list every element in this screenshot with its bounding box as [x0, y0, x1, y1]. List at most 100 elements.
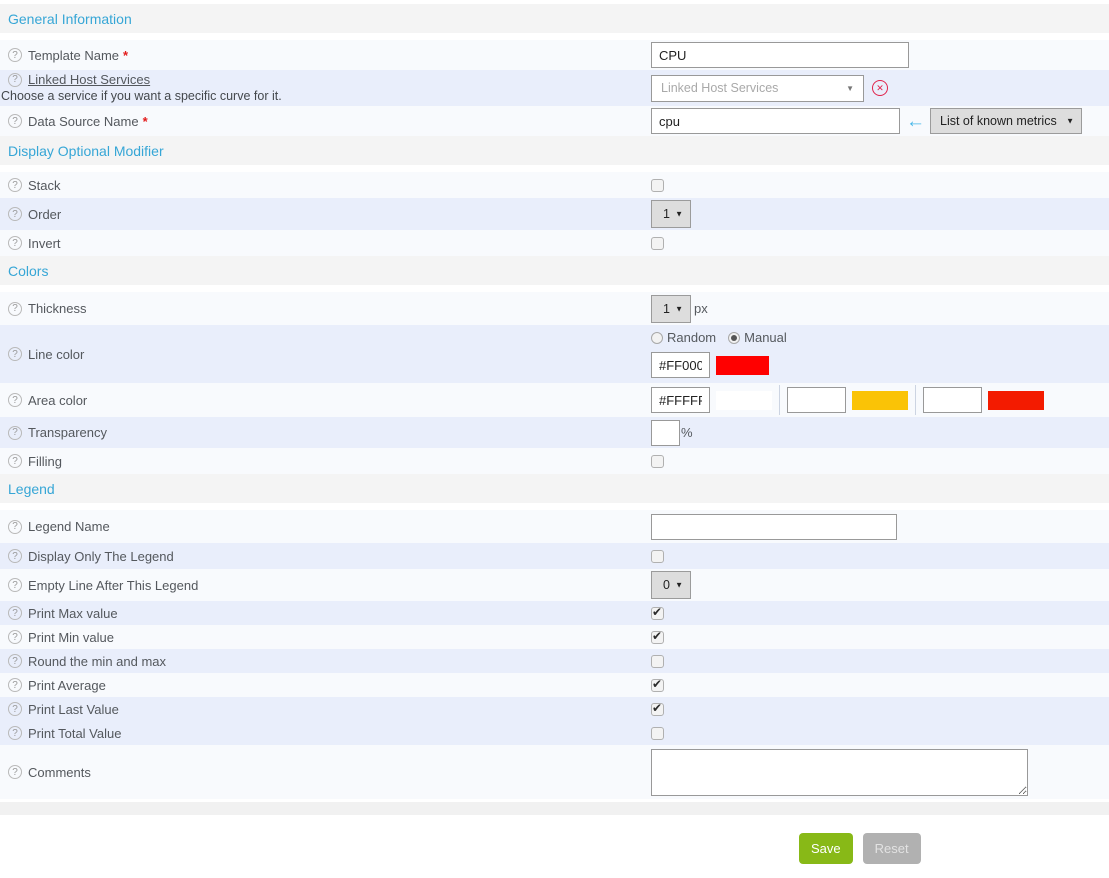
- transparency-input[interactable]: [651, 419, 680, 446]
- field-row-round-min-max: Round the min and max: [0, 649, 1109, 673]
- section-display-optional-modifier: Display Optional Modifier: [0, 136, 1109, 165]
- section-title: Colors: [8, 263, 49, 279]
- stack-checkbox[interactable]: [651, 178, 664, 192]
- data-source-name-input[interactable]: [651, 108, 900, 134]
- field-row-linked-host-services: Linked Host Services Choose a service if…: [0, 70, 1109, 106]
- invert-checkbox[interactable]: [651, 236, 664, 250]
- print-average-checkbox[interactable]: [651, 677, 664, 692]
- area-color-warning-hex-input[interactable]: [787, 387, 846, 413]
- order-select[interactable]: 1: [651, 200, 691, 228]
- comments-textarea[interactable]: [651, 748, 1028, 796]
- field-label: Data Source Name: [28, 113, 139, 129]
- filling-checkbox[interactable]: [651, 454, 664, 468]
- field-row-line-color: Line color Random Manual: [0, 325, 1109, 383]
- field-label: Print Last Value: [28, 701, 119, 717]
- template-name-input[interactable]: [651, 42, 909, 68]
- help-icon[interactable]: [8, 654, 22, 668]
- line-color-manual-radio[interactable]: [728, 331, 741, 344]
- field-label: Order: [28, 206, 62, 222]
- help-icon[interactable]: [8, 347, 22, 361]
- apply-metric-arrow-icon[interactable]: ←: [906, 110, 925, 132]
- area-color-critical-hex-input[interactable]: [923, 387, 982, 413]
- round-min-max-checkbox[interactable]: [651, 654, 664, 668]
- linked-host-services-link[interactable]: Linked Host Services: [28, 72, 151, 87]
- field-row-print-min: Print Min value: [0, 625, 1109, 649]
- area-color-critical-swatch[interactable]: [988, 390, 1044, 410]
- display-only-legend-checkbox[interactable]: [651, 549, 664, 563]
- linked-host-services-select[interactable]: Linked Host Services ▼: [651, 74, 864, 102]
- reset-button[interactable]: Reset: [862, 833, 921, 864]
- radio-label-random: Random: [667, 330, 717, 345]
- print-min-checkbox[interactable]: [651, 629, 664, 644]
- line-color-random-radio[interactable]: [651, 331, 663, 344]
- form-actions: Save Reset: [799, 833, 1109, 864]
- field-row-comments: Comments: [0, 745, 1109, 799]
- field-label: Print Average: [28, 677, 106, 693]
- help-icon[interactable]: [8, 765, 22, 779]
- print-max-checkbox[interactable]: [651, 605, 664, 620]
- field-row-thickness: Thickness 1 px: [0, 292, 1109, 325]
- field-label: Print Max value: [28, 605, 118, 621]
- field-label: Filling: [28, 453, 62, 469]
- help-icon[interactable]: [8, 425, 22, 440]
- field-label: Round the min and max: [28, 653, 167, 669]
- required-mark: *: [123, 47, 129, 63]
- field-row-data-source-name: Data Source Name * ← List of known metri…: [0, 106, 1109, 136]
- field-row-display-only-legend: Display Only The Legend: [0, 543, 1109, 569]
- help-icon[interactable]: [8, 454, 22, 468]
- field-row-template-name: Template Name *: [0, 40, 1109, 70]
- divider: [779, 385, 780, 415]
- section-title: Legend: [8, 481, 55, 497]
- legend-name-input[interactable]: [651, 513, 897, 540]
- help-icon[interactable]: [8, 630, 22, 644]
- help-icon[interactable]: [8, 702, 22, 716]
- field-row-stack: Stack: [0, 172, 1109, 198]
- field-row-filling: Filling: [0, 448, 1109, 474]
- help-icon[interactable]: [8, 393, 22, 407]
- field-label: Legend Name: [28, 519, 110, 534]
- print-total-checkbox[interactable]: [651, 726, 664, 740]
- help-icon[interactable]: [8, 726, 22, 740]
- field-label: Print Min value: [28, 629, 114, 645]
- help-icon[interactable]: [8, 72, 22, 87]
- help-icon[interactable]: [8, 519, 22, 534]
- empty-line-select[interactable]: 0: [651, 571, 691, 599]
- save-button[interactable]: Save: [799, 833, 853, 864]
- divider: [915, 385, 916, 415]
- field-row-empty-line: Empty Line After This Legend 0: [0, 569, 1109, 601]
- thickness-unit-label: px: [694, 301, 708, 316]
- field-label: Stack: [28, 177, 61, 193]
- area-color-hex-input[interactable]: [651, 387, 710, 413]
- help-icon[interactable]: [8, 178, 22, 192]
- field-row-print-last: Print Last Value: [0, 697, 1109, 721]
- field-label: Invert: [28, 235, 61, 251]
- clear-selection-icon[interactable]: ✕: [872, 80, 888, 96]
- help-icon[interactable]: [8, 549, 22, 563]
- help-icon[interactable]: [8, 207, 22, 221]
- line-color-swatch[interactable]: [716, 355, 769, 375]
- help-icon[interactable]: [8, 678, 22, 692]
- print-last-checkbox[interactable]: [651, 701, 664, 716]
- field-label: Display Only The Legend: [28, 548, 174, 564]
- help-icon[interactable]: [8, 48, 22, 62]
- thickness-select[interactable]: 1: [651, 294, 691, 323]
- area-color-warning-swatch[interactable]: [852, 390, 908, 410]
- field-label: Template Name: [28, 47, 120, 63]
- line-color-hex-input[interactable]: [651, 352, 710, 378]
- help-icon[interactable]: [8, 606, 22, 620]
- section-colors: Colors: [0, 256, 1109, 285]
- select-placeholder: Linked Host Services: [661, 81, 779, 95]
- help-icon[interactable]: [8, 236, 22, 250]
- known-metrics-select[interactable]: List of known metrics: [930, 108, 1082, 134]
- field-label: Area color: [28, 392, 88, 408]
- section-general-information: General Information: [0, 4, 1109, 33]
- field-row-legend-name: Legend Name: [0, 510, 1109, 543]
- help-icon[interactable]: [8, 301, 22, 316]
- field-row-print-max: Print Max value: [0, 601, 1109, 625]
- help-icon[interactable]: [8, 578, 22, 592]
- field-row-order: Order 1: [0, 198, 1109, 230]
- help-icon[interactable]: [8, 114, 22, 128]
- area-color-swatch[interactable]: [716, 390, 772, 410]
- field-label: Empty Line After This Legend: [28, 577, 199, 593]
- field-label: Thickness: [28, 301, 87, 316]
